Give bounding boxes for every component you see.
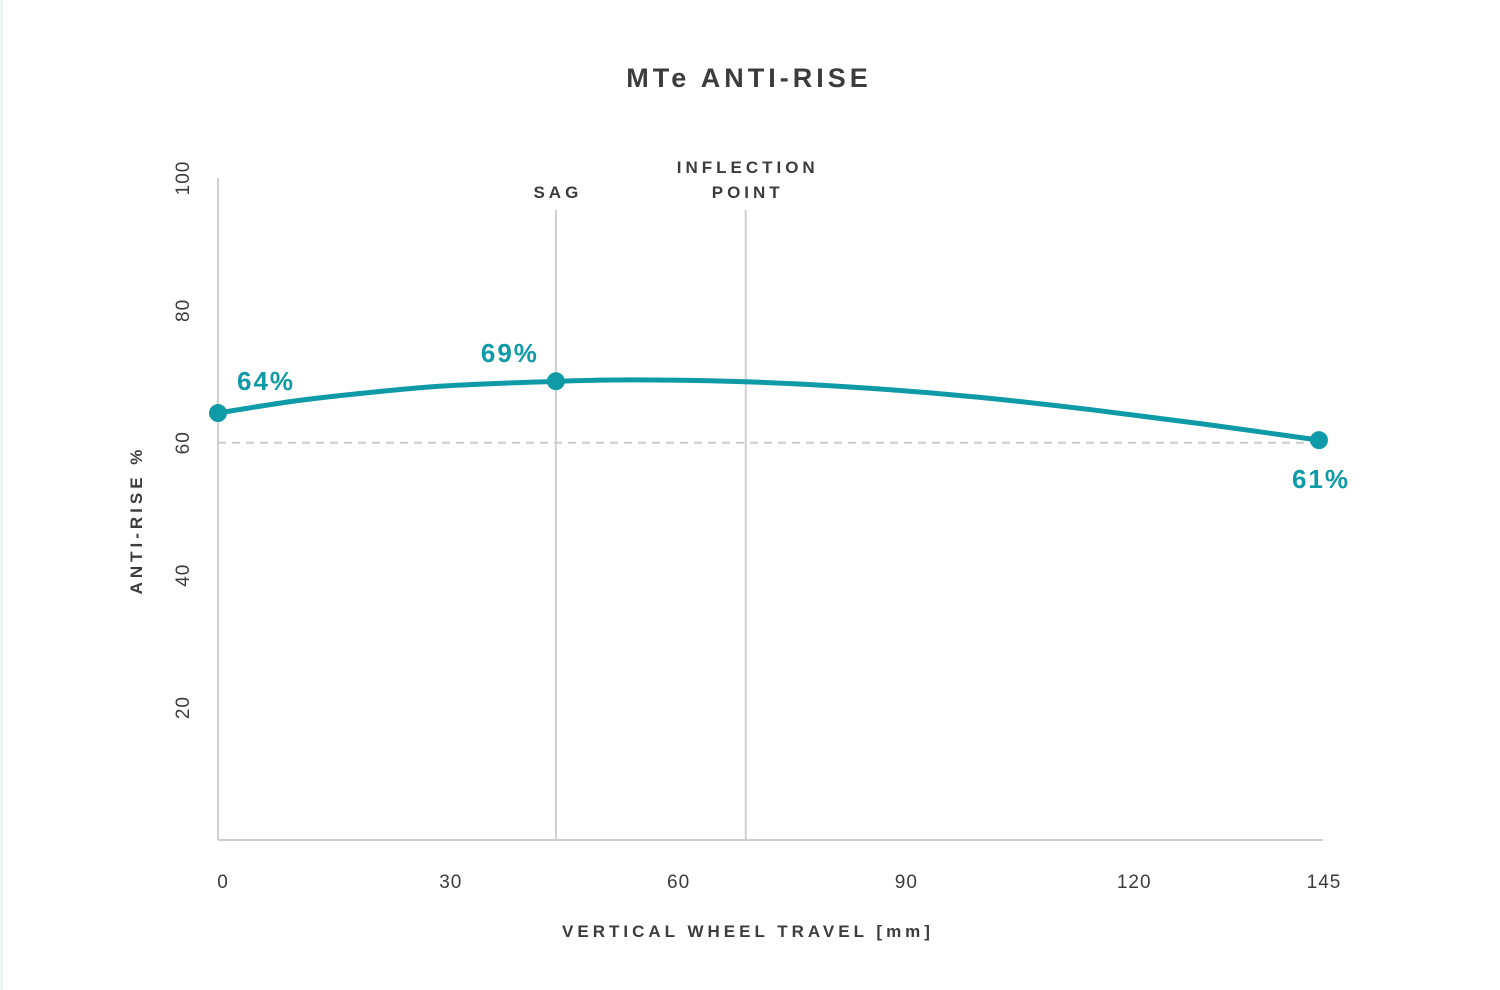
series-line <box>215 377 1322 443</box>
y-tick-label: 20 <box>173 696 194 719</box>
data-point <box>1310 431 1328 450</box>
x-tick-label: 90 <box>895 872 918 893</box>
x-tick-label: 30 <box>439 872 462 893</box>
data-point <box>209 404 227 423</box>
x-tick-label: 60 <box>667 872 690 893</box>
y-tick-label: 60 <box>173 431 194 454</box>
data-point-label: 69% <box>481 338 539 368</box>
markers-layer: SAG INFLECTION POINT <box>533 158 819 840</box>
x-tick-label: 120 <box>1117 872 1152 893</box>
chart-title: MTe ANTI-RISE <box>626 63 872 93</box>
y-tick-label: 80 <box>173 299 194 322</box>
marker-label: SAG <box>533 183 582 202</box>
points-layer: 64% 69% 61% <box>209 338 1350 494</box>
data-point-label: 64% <box>237 366 295 396</box>
y-axis-title: ANTI-RISE % <box>127 446 146 595</box>
marker-label: POINT <box>712 183 784 202</box>
x-tick-label: 145 <box>1307 872 1342 893</box>
x-axis-title: VERTICAL WHEEL TRAVEL [mm] <box>562 922 934 941</box>
data-point-label: 61% <box>1292 464 1350 494</box>
y-tick-label: 40 <box>173 564 194 587</box>
data-point <box>546 372 565 391</box>
x-tick-label: 0 <box>217 872 229 893</box>
x-ticks: 0 30 60 90 120 145 <box>217 872 1342 893</box>
y-ticks: 20 40 60 80 100 <box>173 161 194 720</box>
y-tick-label: 100 <box>173 161 194 196</box>
marker-label: INFLECTION <box>677 158 819 177</box>
